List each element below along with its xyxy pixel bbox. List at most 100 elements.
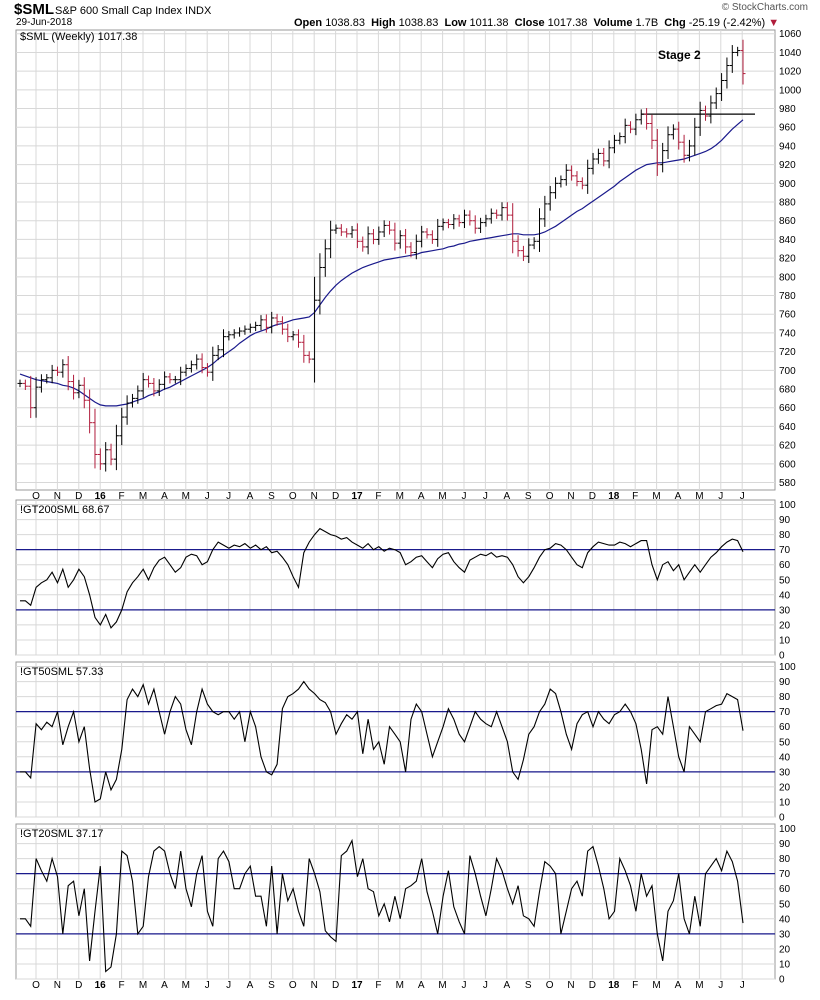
price-bar bbox=[381, 220, 387, 238]
y-tick-label: 680 bbox=[779, 385, 796, 396]
low-label: Low bbox=[444, 17, 467, 29]
y-tick-label: 940 bbox=[779, 141, 796, 152]
y-tick-label: 50 bbox=[779, 575, 791, 586]
y-tick-label: 70 bbox=[779, 545, 791, 556]
price-bar bbox=[290, 331, 296, 341]
panel-frame bbox=[15, 661, 776, 818]
y-tick-label: 700 bbox=[779, 366, 796, 377]
x-tick-label: D bbox=[589, 491, 596, 502]
x-tick-label: J bbox=[718, 980, 723, 991]
price-bar bbox=[606, 140, 612, 169]
price-bar bbox=[172, 375, 178, 384]
price-bar bbox=[638, 109, 644, 125]
price-bar bbox=[590, 152, 596, 175]
price-bar bbox=[306, 351, 312, 364]
panel-frame bbox=[15, 29, 776, 491]
y-tick-label: 20 bbox=[779, 782, 791, 793]
y-tick-label: 90 bbox=[779, 515, 791, 526]
price-bar bbox=[237, 327, 243, 337]
price-bar bbox=[113, 424, 119, 471]
price-bar bbox=[317, 253, 323, 315]
price-bar bbox=[54, 366, 60, 376]
y-tick-label: 600 bbox=[779, 459, 796, 470]
x-tick-label: D bbox=[332, 980, 339, 991]
x-tick-label: F bbox=[375, 491, 381, 502]
price-bar bbox=[188, 360, 194, 373]
y-tick-label: 70 bbox=[779, 707, 791, 718]
price-bar bbox=[424, 228, 430, 239]
price-bar bbox=[585, 159, 591, 194]
price-bar bbox=[574, 171, 580, 187]
price-bar bbox=[65, 356, 71, 391]
price-bar bbox=[295, 329, 301, 348]
x-tick-label: M bbox=[652, 980, 660, 991]
y-tick-label: 0 bbox=[779, 813, 785, 824]
y-tick-label: 0 bbox=[779, 975, 785, 986]
price-bar bbox=[665, 126, 671, 159]
x-tick-label: N bbox=[311, 491, 318, 502]
x-tick-label: J bbox=[740, 980, 745, 991]
price-bar bbox=[724, 57, 730, 89]
price-bar bbox=[312, 276, 318, 383]
price-bar bbox=[697, 101, 703, 136]
y-tick-label: 1040 bbox=[779, 48, 802, 59]
price-bar bbox=[253, 321, 259, 332]
price-bar bbox=[681, 134, 687, 163]
price-bar bbox=[199, 353, 205, 374]
x-tick-label: A bbox=[161, 980, 168, 991]
price-bar bbox=[97, 448, 103, 470]
price-bar bbox=[456, 214, 462, 227]
price-bar bbox=[81, 377, 87, 409]
price-bar bbox=[413, 234, 419, 260]
price-bar bbox=[703, 105, 709, 121]
price-bar bbox=[483, 214, 489, 227]
index-name: S&P 600 Small Cap Index INDX bbox=[55, 5, 211, 17]
y-tick-label: 900 bbox=[779, 179, 796, 190]
price-bar bbox=[215, 344, 221, 361]
price-bar bbox=[151, 377, 157, 397]
x-tick-label: A bbox=[161, 491, 168, 502]
price-bar bbox=[387, 220, 393, 235]
price-bar bbox=[178, 366, 184, 386]
open-value: 1038.83 bbox=[325, 17, 365, 29]
exchange: INDX bbox=[185, 5, 212, 17]
price-bar bbox=[28, 375, 34, 419]
price-bar bbox=[247, 323, 253, 333]
indicator-label: !GT50SML 57.33 bbox=[20, 666, 103, 678]
price-bar bbox=[333, 224, 339, 234]
x-tick-label: 16 bbox=[95, 491, 107, 502]
price-bar bbox=[504, 202, 510, 221]
x-tick-label: F bbox=[119, 491, 125, 502]
x-tick-label: O bbox=[546, 491, 554, 502]
price-bar bbox=[478, 217, 484, 233]
price-bar bbox=[558, 175, 564, 188]
quote-line: Open 1038.83 High 1038.83 Low 1011.38 Cl… bbox=[294, 17, 779, 29]
y-tick-label: 30 bbox=[779, 767, 791, 778]
x-tick-label: D bbox=[75, 491, 82, 502]
price-bar bbox=[221, 329, 227, 358]
indicator-line bbox=[20, 838, 744, 973]
x-tick-label: J bbox=[718, 491, 723, 502]
volume-value: 1.7B bbox=[635, 17, 659, 29]
x-tick-label: J bbox=[462, 980, 467, 991]
volume-label: Volume bbox=[593, 17, 633, 29]
x-tick-label: M bbox=[695, 980, 703, 991]
price-bar bbox=[740, 39, 746, 85]
price-bar bbox=[87, 389, 93, 434]
price-bar bbox=[92, 408, 98, 469]
price-bar bbox=[210, 346, 216, 381]
x-tick-label: O bbox=[32, 491, 40, 502]
y-tick-label: 100 bbox=[779, 824, 796, 835]
price-bar bbox=[360, 236, 366, 252]
price-bar bbox=[135, 385, 141, 404]
x-tick-label: M bbox=[182, 491, 190, 502]
x-tick-label: J bbox=[740, 491, 745, 502]
price-bar bbox=[488, 208, 494, 224]
price-bar bbox=[322, 239, 328, 277]
x-tick-label: N bbox=[567, 980, 574, 991]
price-bar bbox=[108, 443, 114, 466]
x-tick-label: M bbox=[438, 980, 446, 991]
price-bar bbox=[494, 209, 500, 219]
price-bar bbox=[547, 185, 553, 211]
y-tick-label: 820 bbox=[779, 254, 796, 265]
